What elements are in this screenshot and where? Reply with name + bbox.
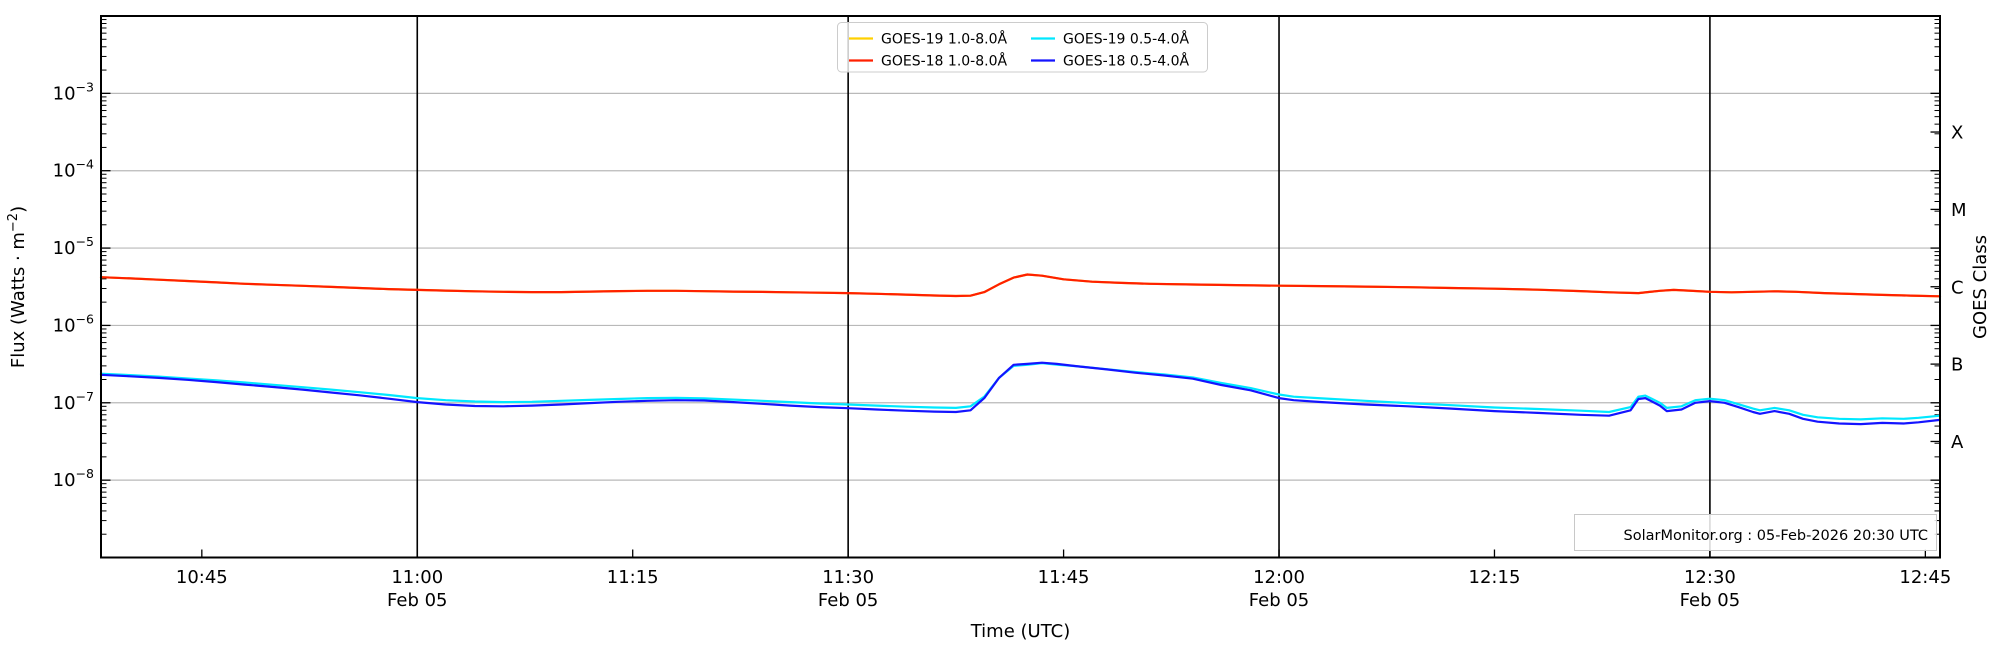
- plot-frame: [100, 15, 1941, 559]
- watermark-box: [1574, 514, 1937, 551]
- x-tick-label: 12:45: [1899, 567, 1951, 588]
- y-tick-label: 10−5: [53, 234, 94, 259]
- legend-box: [837, 22, 1208, 73]
- y-tick-label: 10−4: [53, 157, 94, 182]
- x-tick-date: Feb 05: [387, 590, 448, 611]
- legend: GOES-19 1.0-8.0Å GOES-18 1.0-8.0Å GOES-19 …: [837, 22, 1208, 73]
- x-tick-label: 11:45: [1038, 567, 1090, 588]
- legend-label: GOES-18 1.0-8.0Å: [881, 52, 1007, 69]
- legend-label: GOES-19 0.5-4.0Å: [1063, 30, 1189, 47]
- x-tick-label: 12:00: [1253, 567, 1305, 588]
- watermark: SolarMonitor.org : 05-Feb-2026 20:30 UTC: [1624, 528, 1928, 544]
- goes-class-label-B: B: [1951, 355, 1963, 376]
- series-GOES-18 0.5-4.0Å: [99, 361, 1942, 426]
- x-tick-label: 12:30: [1684, 567, 1736, 588]
- goes-class-label-X: X: [1951, 123, 1963, 144]
- x-tick-label: 10:45: [176, 567, 228, 588]
- x-axis-title: Time (UTC): [970, 621, 1071, 642]
- series-GOES-18 1.0-8.0Å: [99, 273, 1942, 298]
- right-axis-title: GOES Class: [1970, 235, 1991, 339]
- x-tick-label: 12:15: [1469, 567, 1521, 588]
- y-tick-label: 10−3: [53, 79, 94, 104]
- y-tick-label: 10−6: [53, 311, 94, 336]
- y-tick-label: 10−8: [53, 466, 94, 491]
- x-tick-label: 11:00: [391, 567, 443, 588]
- y-tick-label: 10−7: [53, 389, 94, 414]
- x-tick-label: 11:30: [822, 567, 874, 588]
- goes-class-label-A: A: [1951, 432, 1964, 453]
- x-tick-date: Feb 05: [1680, 590, 1741, 611]
- x-tick-date: Feb 05: [1249, 590, 1310, 611]
- goes-class-label-C: C: [1951, 277, 1964, 298]
- goes-class-label-M: M: [1951, 200, 1967, 221]
- x-tick-date: Feb 05: [818, 590, 879, 611]
- legend-label: GOES-18 0.5-4.0Å: [1063, 52, 1189, 69]
- legend-label: GOES-19 1.0-8.0Å: [881, 30, 1007, 47]
- left-axis-title: Flux (Watts · m−2): [6, 206, 29, 368]
- x-tick-label: 11:15: [607, 567, 659, 588]
